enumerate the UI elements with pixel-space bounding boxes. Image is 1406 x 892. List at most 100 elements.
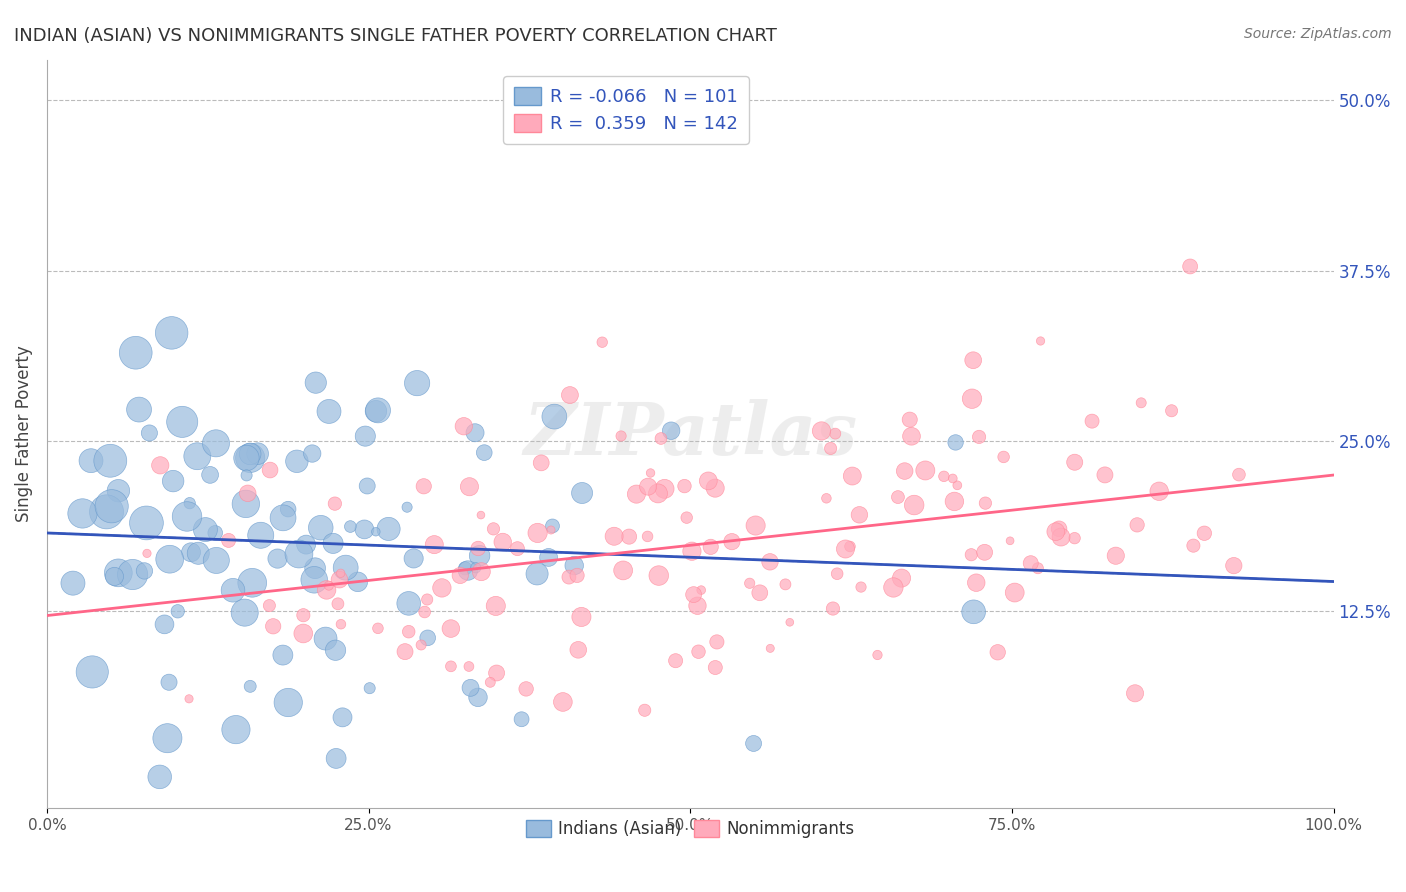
Point <box>187 546 209 560</box>
Point <box>179 496 201 510</box>
Point <box>946 478 969 492</box>
Point <box>485 599 508 613</box>
Point <box>315 632 337 646</box>
Point <box>271 511 294 525</box>
Point <box>346 574 368 589</box>
Point <box>914 463 936 477</box>
Point <box>402 551 425 566</box>
Point <box>898 412 921 426</box>
Point <box>682 588 704 602</box>
Point <box>454 561 477 575</box>
Text: Source: ZipAtlas.com: Source: ZipAtlas.com <box>1244 27 1392 41</box>
Point <box>277 502 299 516</box>
Point <box>960 392 983 406</box>
Point <box>72 507 94 521</box>
Point <box>849 580 872 594</box>
Point <box>277 696 299 710</box>
Point <box>100 500 122 514</box>
Point <box>540 523 562 537</box>
Point <box>1004 585 1026 599</box>
Point <box>458 659 481 673</box>
Point <box>453 419 475 434</box>
Point <box>659 424 682 438</box>
Point <box>470 565 492 579</box>
Point <box>675 510 697 524</box>
Point <box>681 544 703 558</box>
Point <box>128 402 150 417</box>
Point <box>326 597 349 611</box>
Point <box>686 599 709 613</box>
Point <box>591 335 613 350</box>
Point <box>159 552 181 566</box>
Point <box>180 545 202 559</box>
Point <box>1223 558 1246 573</box>
Point <box>166 604 188 618</box>
Point <box>398 596 420 610</box>
Point <box>62 576 84 591</box>
Point <box>259 599 281 613</box>
Point <box>332 710 354 724</box>
Point <box>464 560 486 574</box>
Point <box>960 548 983 562</box>
Point <box>302 573 325 587</box>
Point <box>1130 396 1153 410</box>
Point <box>530 456 553 470</box>
Point <box>1227 467 1250 482</box>
Point <box>1105 549 1128 563</box>
Point <box>470 508 492 522</box>
Point <box>305 376 328 390</box>
Point <box>1019 556 1042 570</box>
Point <box>262 619 284 633</box>
Point <box>558 570 581 584</box>
Point <box>225 723 247 737</box>
Point <box>304 561 326 575</box>
Point <box>526 525 548 540</box>
Point <box>821 601 844 615</box>
Point <box>697 474 720 488</box>
Point <box>485 665 508 680</box>
Point <box>699 540 721 554</box>
Point <box>637 529 659 543</box>
Point <box>236 486 259 500</box>
Point <box>820 442 842 456</box>
Point <box>198 467 221 482</box>
Point <box>962 353 984 368</box>
Point <box>1029 334 1052 348</box>
Point <box>987 645 1010 659</box>
Point <box>617 530 640 544</box>
Point <box>329 617 352 632</box>
Point <box>364 404 387 418</box>
Point <box>186 449 208 463</box>
Point <box>704 481 727 495</box>
Point <box>472 445 495 459</box>
Point <box>967 430 990 444</box>
Point <box>848 508 870 522</box>
Point <box>650 432 672 446</box>
Point <box>468 549 491 563</box>
Point <box>1194 526 1216 541</box>
Point <box>825 566 848 581</box>
Point <box>411 638 433 652</box>
Point <box>558 388 581 402</box>
Point <box>648 568 671 582</box>
Point <box>903 498 925 512</box>
Point <box>526 566 548 581</box>
Point <box>893 464 915 478</box>
Point <box>962 605 984 619</box>
Point <box>233 606 256 620</box>
Point <box>460 681 482 695</box>
Text: ZIPatlas: ZIPatlas <box>523 399 858 469</box>
Point <box>285 454 308 468</box>
Point <box>235 468 257 483</box>
Point <box>318 404 340 418</box>
Point <box>1178 260 1201 274</box>
Point <box>551 695 574 709</box>
Point <box>945 435 967 450</box>
Point <box>309 521 332 535</box>
Point <box>759 555 782 569</box>
Point <box>467 541 489 556</box>
Point <box>239 679 262 693</box>
Point <box>449 568 471 582</box>
Point <box>329 566 352 581</box>
Point <box>1026 561 1049 575</box>
